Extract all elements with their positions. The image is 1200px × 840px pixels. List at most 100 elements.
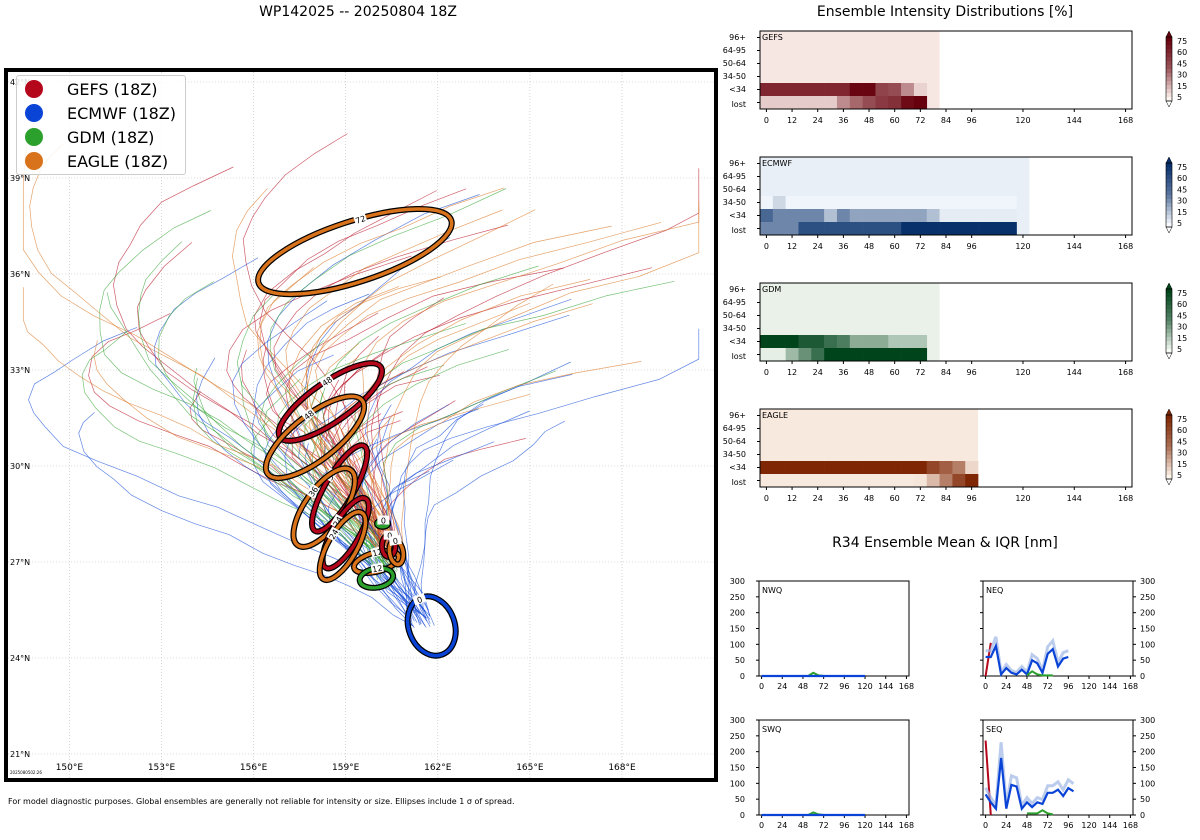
row-label: 64-95 [723,298,746,307]
colorbar-max-arrow [1165,408,1173,416]
track-ecmwf [78,412,415,627]
intensity-cell [965,209,979,222]
colorbar-segment [1166,199,1172,204]
track-eagle [366,303,530,554]
intensity-cell [811,83,825,96]
intensity-cell [952,196,966,209]
colorbar-segment [1166,195,1172,200]
intensity-cell [798,96,812,109]
intensity-cell [798,222,812,235]
track-ecmwf [232,300,412,619]
intensity-cell [901,209,915,222]
intensity-cell [772,96,786,109]
track-ecmwf [364,298,572,626]
lat-label: 39°N [10,174,30,183]
intensity-cell [952,461,966,474]
track-ecmwf [390,328,700,612]
track-gdm [158,281,387,563]
intensity-cell [978,209,992,222]
intensity-cell [913,96,928,109]
colorbar-tick: 5 [1177,219,1182,228]
colorbar-segment [1166,191,1172,196]
x-tick-label: 24 [813,242,823,251]
colorbar-segment [1166,301,1172,306]
lat-label: 33°N [10,366,30,375]
intensity-cell [772,222,786,235]
y-tick-label: 100 [1140,779,1155,788]
y-tick-label: 50 [735,795,745,804]
x-tick-label: 24 [813,116,823,125]
intensity-cell [836,222,851,235]
ellipse-gdm-12: 12 [356,562,397,591]
colorbar-segment [1166,337,1172,342]
colorbar-segment [1166,49,1172,54]
y-tick-label: 250 [730,593,745,602]
x-tick-label: 0 [983,821,988,830]
ellipse-ecmwf-0: 0 [404,592,459,659]
legend-label-eagle: EAGLE (18Z) [67,151,169,171]
intensity-cell [888,348,902,361]
intensity-cell [990,196,1005,209]
x-tick-label: 120 [1015,242,1030,251]
intensity-cell [901,83,915,96]
x-tick-label: 144 [1067,368,1082,377]
intensity-cell [760,348,774,361]
intensity-cell [836,348,851,361]
colorbar-segment [1166,349,1172,354]
intensity-cell [785,96,799,109]
intensity-cell [875,222,889,235]
row-label: lost [732,478,746,487]
x-tick-label: 24 [777,821,787,830]
colorbar-segment [1166,459,1172,464]
x-tick-label: 0 [983,682,988,691]
r34-panel-label: NWQ [762,586,782,595]
intensity-cell [772,196,786,209]
lat-label: 27°N [10,558,30,567]
row-label: 34-50 [723,198,746,207]
x-tick-label: 168 [1118,368,1133,377]
intensity-cell [926,196,940,209]
colorbar-tick: 15 [1177,334,1187,343]
row-label: 64-95 [723,172,746,181]
track-eagle [289,286,400,556]
colorbar-segment [1166,203,1172,208]
intensity-panel-ecmwf: ECMWF 96+ 64-95 50-64 34-50 <34 lost 0 12 24 36 48 6… [723,156,1187,251]
colorbar-tick: 75 [1177,163,1187,172]
track-eagle [361,200,700,555]
colorbar-tick: 45 [1177,311,1187,320]
track-gefs [136,242,397,559]
intensity-cell [772,348,786,361]
x-tick-label: 24 [813,368,823,377]
ellipse-gdm-0: 0 [374,515,392,530]
colorbar-min-arrow [1165,100,1173,108]
row-label: 50-64 [723,185,746,194]
x-tick-label: 0 [764,368,769,377]
intensity-cell [772,335,786,348]
ellipse-eagle-48: 48 [262,393,368,482]
x-tick-label: 72 [915,116,925,125]
intensity-cell [913,348,928,361]
intensity-cell [913,474,928,487]
intensity-cell [824,209,838,222]
track-gefs [273,224,508,548]
x-tick-label: 144 [1102,821,1117,830]
row-label: 96+ [729,285,746,294]
x-tick-label: 84 [941,494,951,503]
intensity-cell [1003,209,1017,222]
intensity-cell [811,209,825,222]
track-ecmwf [304,237,451,627]
y-tick-label: 50 [1140,795,1150,804]
intensity-cell [913,209,928,222]
intensity-cell [888,461,902,474]
intensity-cell [888,222,902,235]
r34-panel-label: SWQ [762,725,781,734]
colorbar-tick: 45 [1177,437,1187,446]
colorbar-segment [1166,41,1172,46]
intensity-cell [824,461,838,474]
intensity-title: Ensemble Intensity Distributions [%] [816,4,1074,20]
x-tick-label: 84 [941,242,951,251]
intensity-cell [862,196,876,209]
colorbar-segment [1166,447,1172,452]
intensity-cell [849,196,863,209]
r34-panel-label: NEQ [986,586,1003,595]
